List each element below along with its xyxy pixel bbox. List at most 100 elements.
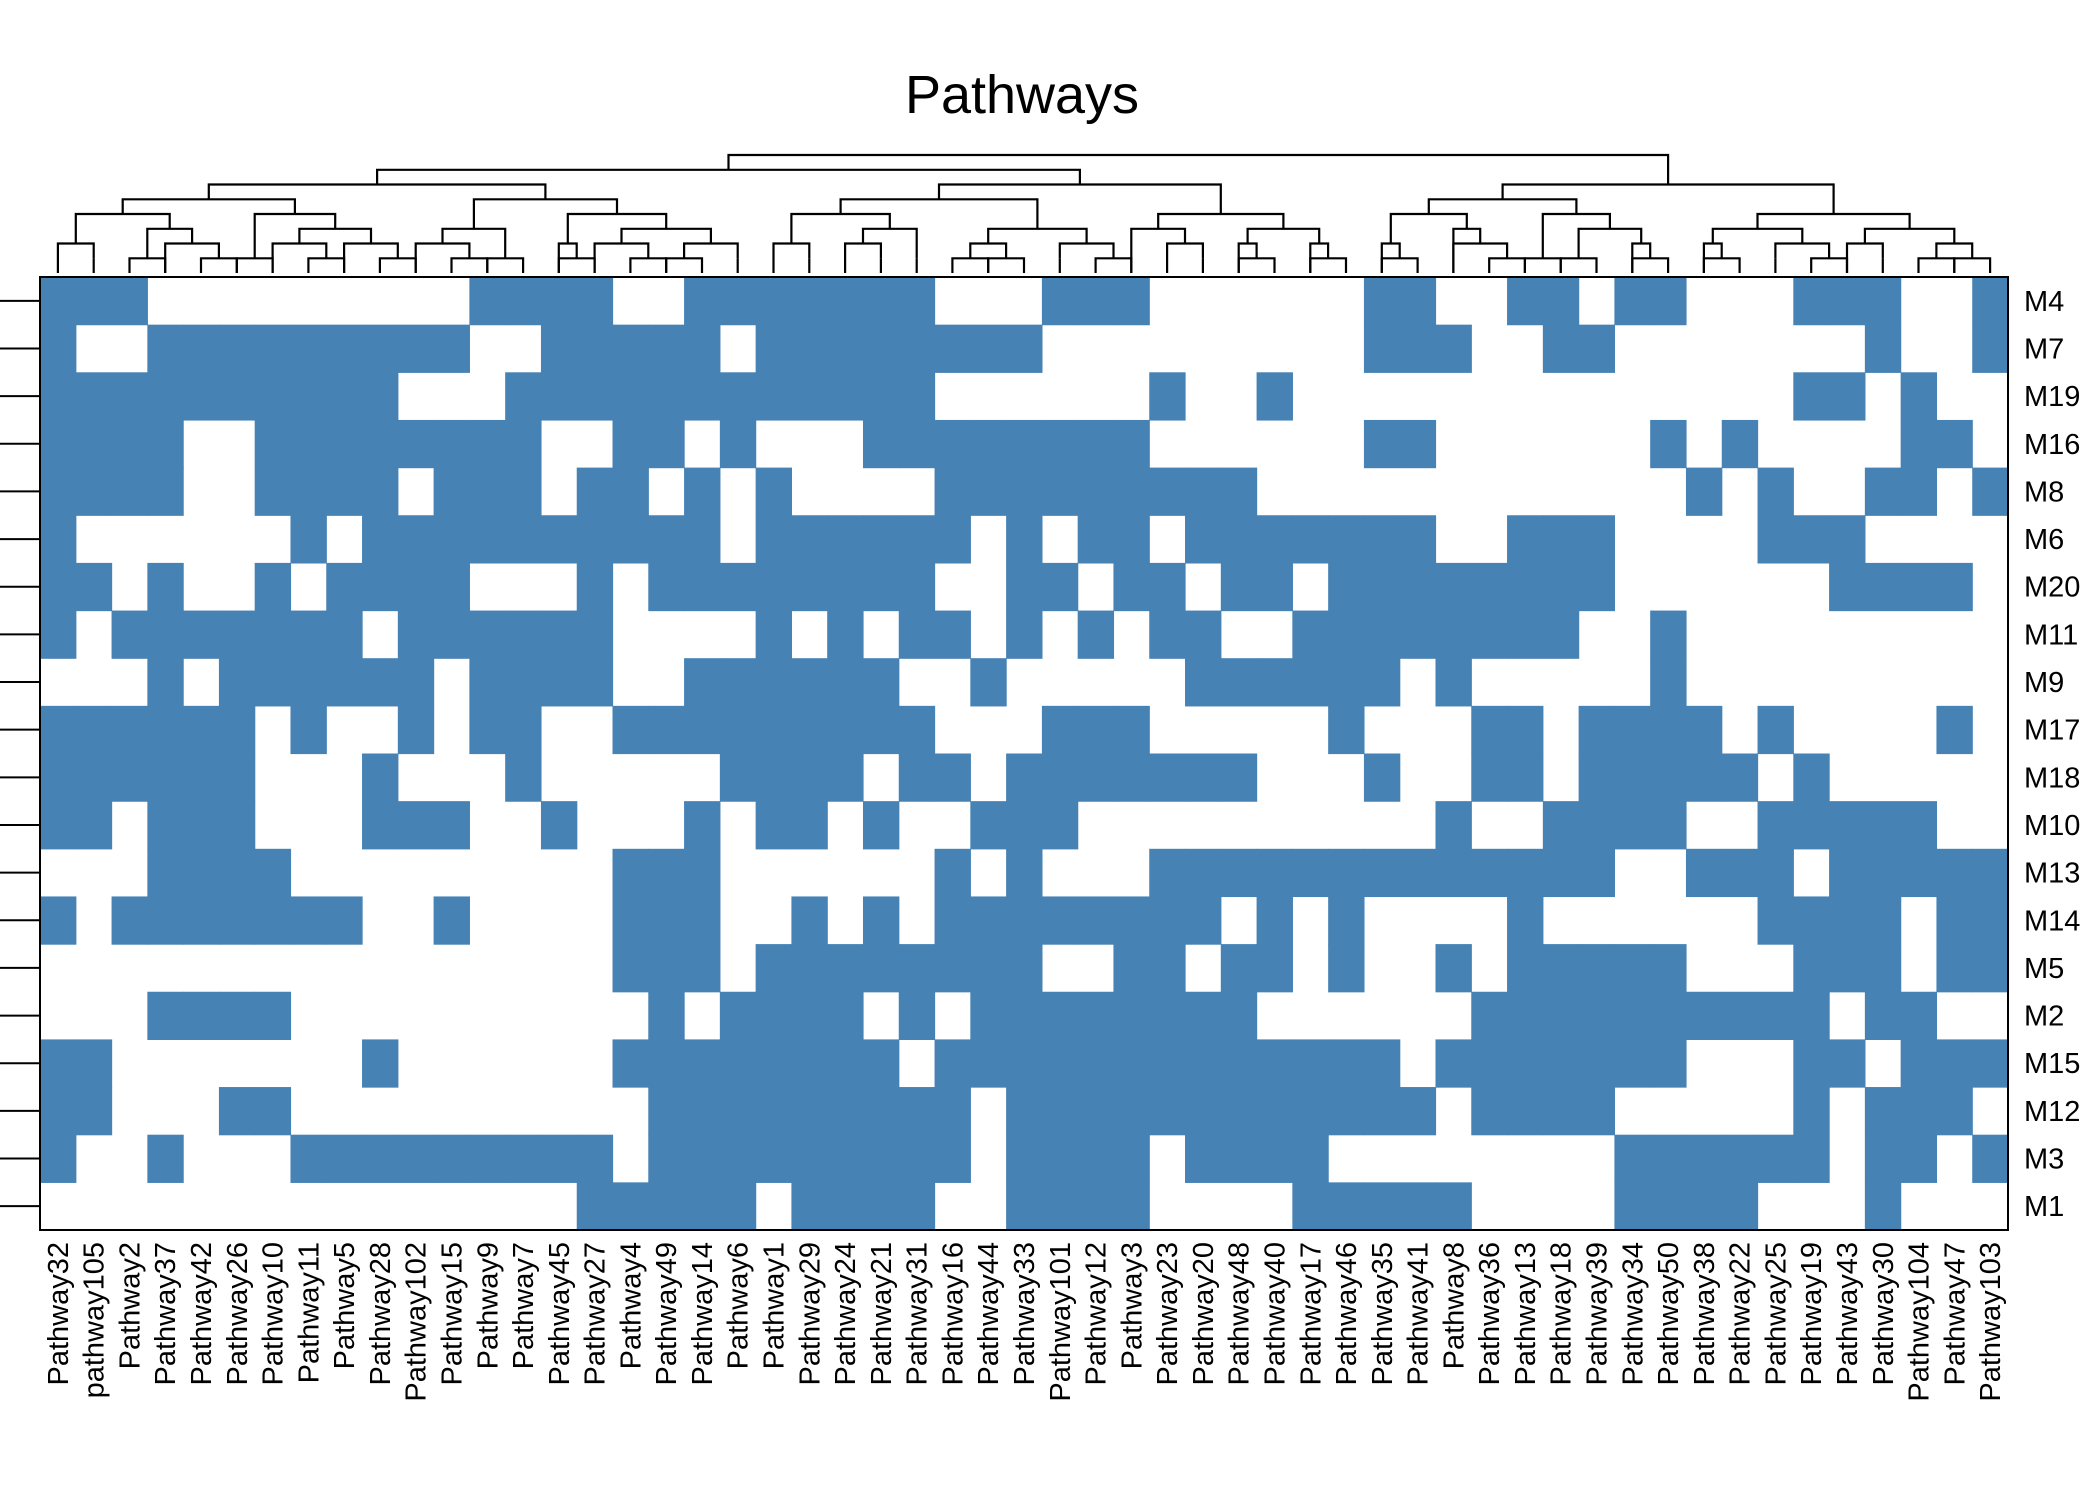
row-label-M14: M14	[2024, 905, 2080, 937]
column-label-Pathway49: Pathway49	[651, 1242, 683, 1386]
dendrogram-branch	[1166, 242, 1204, 273]
heatmap-cell-M20-Pathway28	[362, 562, 399, 612]
heatmap-cell-M7-Pathway28	[362, 324, 399, 373]
heatmap-cell-M3-Pathway17	[1292, 1134, 1329, 1183]
heatmap-cell-M8-Pathway3	[1113, 467, 1150, 516]
heatmap-cell-M6-Pathway14	[684, 515, 721, 564]
heatmap-cell-M1-Pathway22	[1721, 1182, 1759, 1231]
heatmap-cell-M19-Pathway10	[254, 372, 292, 421]
heatmap-cell-M18-Pathway34	[1614, 753, 1651, 802]
heatmap-cell-M7-Pathway35	[1363, 324, 1401, 373]
heatmap-cell-M12-Pathway36	[1471, 1087, 1508, 1136]
heatmap-cell-M12-Pathway48	[1220, 1087, 1258, 1136]
heatmap-cell-M18-Pathway50	[1650, 753, 1687, 802]
heatmap-cell-M20-Pathway27	[576, 562, 614, 612]
heatmap-cell-M11-Pathway24	[827, 610, 864, 659]
heatmap-cell-M10-Pathway42	[183, 801, 220, 850]
dendrogram-branch	[1501, 183, 1835, 214]
heatmap-cell-M10-Pathway26	[218, 801, 256, 850]
heatmap-cell-M16-Pathway15	[433, 419, 470, 469]
heatmap-cell-M18-Pathway16	[934, 753, 971, 802]
heatmap-cell-M3-Pathway7	[505, 1134, 542, 1183]
heatmap-cell-M20-pathway105	[75, 562, 113, 612]
heatmap-cell-M3-Pathway50	[1650, 1134, 1687, 1183]
heatmap-cell-M20-Pathway6	[719, 562, 757, 612]
heatmap-cell-M11-Pathway12	[1077, 610, 1115, 659]
heatmap-cell-M8-Pathway30	[1864, 467, 1902, 516]
heatmap-cell-M11-Pathway50	[1650, 610, 1687, 659]
dendrogram-branch	[1863, 227, 1956, 244]
dendrogram-branch	[199, 257, 238, 273]
heatmap-cell-M1-Pathway34	[1614, 1182, 1651, 1231]
dendrogram-branch	[207, 183, 547, 200]
heatmap-cell-M12-Pathway24	[827, 1087, 864, 1136]
dendrogram-branch	[343, 242, 399, 273]
heatmap-cell-M19-Pathway24	[827, 372, 864, 421]
heatmap-cell-M2-Pathway22	[1721, 991, 1759, 1040]
heatmap-cell-M3-Pathway45	[540, 1134, 578, 1183]
column-label-Pathway24: Pathway24	[830, 1242, 862, 1386]
heatmap-cell-M11-Pathway15	[433, 610, 470, 659]
heatmap-cell-M18-Pathway101	[1041, 753, 1079, 802]
heatmap-cell-M5-Pathway40	[1256, 944, 1293, 993]
dendrogram-branch	[969, 242, 1008, 259]
heatmap-cell-M7-Pathway27	[576, 324, 614, 373]
heatmap-cell-M9-Pathway1	[755, 658, 793, 707]
heatmap-cell-M17-Pathway7	[505, 705, 542, 755]
heatmap-cell-M17-Pathway101	[1041, 705, 1079, 755]
heatmap-cell-M18-Pathway38	[1685, 753, 1723, 802]
dendrogram-branch	[1488, 257, 1526, 273]
heatmap-cell-M3-Pathway37	[147, 1134, 184, 1183]
heatmap-cell-M12-Pathway3	[1113, 1087, 1150, 1136]
dendrogram-branch	[1541, 212, 1611, 259]
heatmap-cell-M8-Pathway44	[970, 467, 1007, 516]
heatmap-cell-M14-Pathway4	[612, 896, 649, 945]
dendrogram-branch	[376, 168, 1081, 185]
heatmap-cell-M17-Pathway6	[719, 705, 757, 755]
heatmap-cell-M8-Pathway23	[1149, 467, 1186, 516]
heatmap-cell-M20-Pathway104	[1900, 562, 1938, 612]
heatmap-cell-M19-Pathway27	[576, 372, 614, 421]
heatmap-cell-M1-Pathway4	[612, 1182, 649, 1231]
heatmap-cell-M9-Pathway14	[684, 658, 721, 707]
column-label-Pathway35: Pathway35	[1367, 1242, 1399, 1386]
heatmap-cell-M10-Pathway43	[1829, 801, 1866, 850]
heatmap-cell-M15-Pathway19	[1793, 1039, 1830, 1088]
dendrogram-branch	[566, 212, 668, 244]
heatmap-cell-M14-Pathway37	[147, 896, 184, 945]
heatmap-cell-M2-Pathway1	[755, 991, 793, 1040]
heatmap-cell-M14-Pathway33	[1006, 896, 1043, 945]
heatmap-cell-M4-Pathway9	[469, 277, 506, 326]
column-label-Pathway43: Pathway43	[1832, 1242, 1864, 1386]
heatmap-cell-M11-Pathway2	[111, 610, 148, 659]
heatmap-cell-M4-Pathway41	[1399, 277, 1437, 326]
column-label-Pathway10: Pathway10	[258, 1242, 290, 1386]
column-label-Pathway31: Pathway31	[902, 1242, 934, 1386]
heatmap-cell-M20-Pathway32	[40, 562, 77, 612]
heatmap-cell-M12-Pathway17	[1292, 1087, 1329, 1136]
heatmap-cell-M15-Pathway36	[1471, 1039, 1508, 1088]
heatmap-cell-M11-Pathway9	[469, 610, 506, 659]
heatmap-cell-M12-Pathway40	[1256, 1087, 1293, 1136]
heatmap-cell-M11-Pathway45	[540, 610, 578, 659]
heatmap-cell-M9-Pathway50	[1650, 658, 1687, 707]
heatmap-cell-M9-Pathway45	[540, 658, 578, 707]
heatmap-cell-M4-Pathway103	[1972, 277, 2009, 326]
heatmap-cell-M12-Pathway101	[1041, 1087, 1079, 1136]
column-label-Pathway18: Pathway18	[1546, 1242, 1578, 1386]
heatmap-cell-M4-Pathway12	[1077, 277, 1115, 326]
heatmap-cell-M6-Pathway49	[648, 515, 685, 564]
heatmap-cell-M15-Pathway47	[1936, 1039, 1973, 1088]
heatmap-cell-M9-Pathway35	[1363, 658, 1401, 707]
heatmap-cell-M14-Pathway42	[183, 896, 220, 945]
heatmap-cell-M11-Pathway31	[898, 610, 936, 659]
heatmap-cell-M5-Pathway19	[1793, 944, 1830, 993]
heatmap-cell-M16-Pathway12	[1077, 419, 1115, 469]
heatmap-cell-M8-Pathway2	[111, 467, 148, 516]
heatmap-cell-M2-Pathway26	[218, 991, 256, 1040]
column-label-Pathway33: Pathway33	[1009, 1242, 1041, 1386]
heatmap-cell-M6-Pathway39	[1578, 515, 1615, 564]
heatmap-cell-M7-Pathway10	[254, 324, 292, 373]
column-label-Pathway7: Pathway7	[508, 1242, 540, 1369]
heatmap-cell-M4-pathway105	[75, 277, 113, 326]
